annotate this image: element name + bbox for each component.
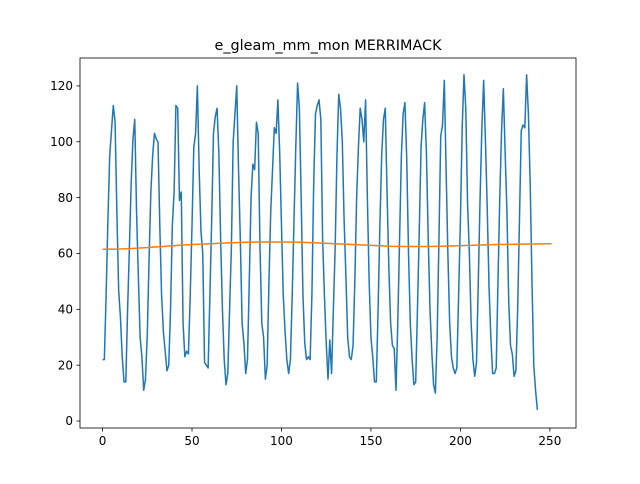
x-tick-label-3: 150 bbox=[359, 434, 382, 448]
chart-title: e_gleam_mm_mon MERRIMACK bbox=[214, 38, 442, 54]
x-tick-label-2: 100 bbox=[270, 434, 293, 448]
y-tick-label-1: 20 bbox=[58, 358, 73, 372]
plot-frame bbox=[79, 57, 577, 429]
x-tick-label-5: 250 bbox=[538, 434, 561, 448]
x-axis: 0 50 100 150 200 250 bbox=[99, 428, 561, 448]
y-axis: 0 20 40 60 80 100 120 bbox=[50, 79, 80, 428]
y-tick-label-2: 40 bbox=[58, 303, 73, 317]
y-tick-label-6: 120 bbox=[50, 79, 73, 93]
y-tick-label-4: 80 bbox=[58, 191, 73, 205]
y-tick-label-5: 100 bbox=[50, 135, 73, 149]
series-line-0 bbox=[102, 74, 539, 410]
plot-area bbox=[102, 74, 552, 410]
x-tick-label-4: 200 bbox=[449, 434, 472, 448]
x-tick-label-0: 0 bbox=[99, 434, 107, 448]
x-tick-label-1: 50 bbox=[184, 434, 199, 448]
series-line-1 bbox=[102, 241, 552, 251]
y-tick-label-3: 60 bbox=[58, 247, 73, 261]
y-tick-label-0: 0 bbox=[65, 414, 73, 428]
